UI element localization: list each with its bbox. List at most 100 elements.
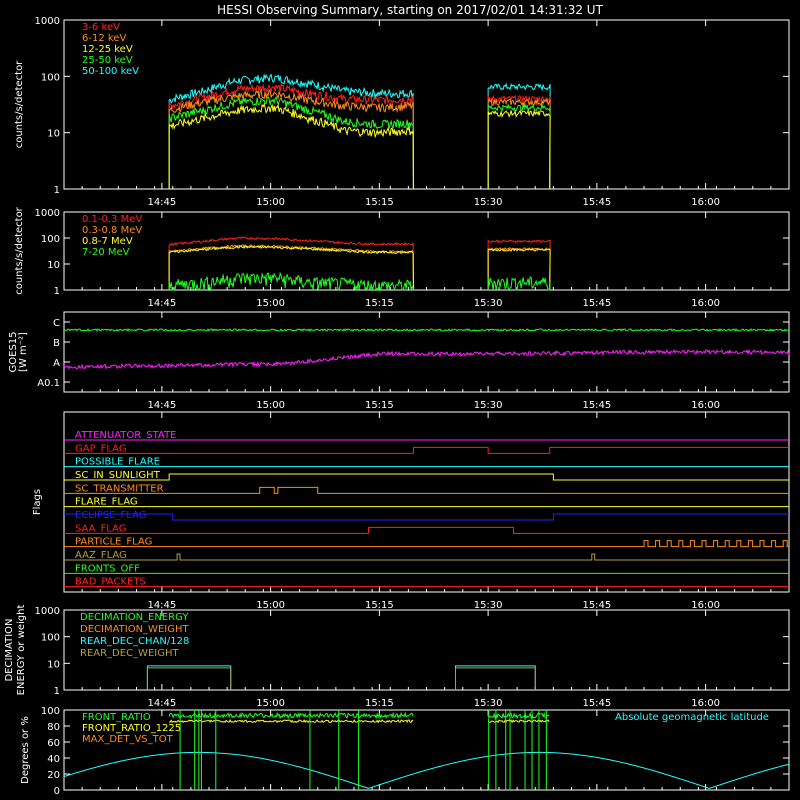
series-line: [168, 271, 414, 292]
flag-label: PARTICLE_FLAG: [75, 537, 152, 548]
decimation-box: [146, 665, 232, 690]
panel-1: 14:45 15:00 15:15 15:30 15:45 16:00 1 10 100 1000…: [14, 206, 790, 309]
x-tick-label: 15:30: [474, 197, 503, 208]
goes-long-line: [63, 328, 790, 333]
panel-2: 14:45 15:00 15:15 15:30 15:45 16:00 A0.1 ABC GOE…: [8, 311, 790, 411]
flag-label: FLARE_FLAG: [75, 497, 138, 508]
x-tick-label: 14:45: [147, 400, 176, 411]
legend-entry: 0.8-7 MeV: [82, 236, 133, 247]
x-tick-label: 15:00: [256, 298, 285, 309]
series-line: [487, 94, 551, 190]
flag-line: [64, 513, 789, 521]
series-line: [487, 103, 551, 190]
flag-label: SAA_FLAG: [75, 523, 126, 534]
panel-3: 14:45 15:00 15:15 15:30 15:45 16:00 Flags ATTEN…: [32, 411, 790, 611]
legend-entry: MAX_DET_VS_TOT: [82, 734, 174, 745]
front-ratio-line: [168, 711, 414, 720]
x-tick-label: 15:45: [582, 600, 611, 611]
y-tick-label: C: [53, 318, 60, 329]
y-tick-label: 100: [41, 234, 60, 245]
legend-entry: REAR_DEC_CHAN/128: [80, 636, 189, 647]
series-line: [168, 102, 414, 190]
series-line: [168, 245, 414, 291]
x-tick-label: 14:45: [147, 600, 176, 611]
series-line: [168, 244, 414, 291]
y-tick-label: 0: [54, 786, 60, 797]
y-tick-label: 1: [54, 185, 60, 196]
flag-label: BAD_PACKETS: [75, 577, 146, 588]
y-tick-label: 1000: [35, 606, 60, 617]
x-tick-label: 15:45: [582, 698, 611, 709]
legend-entry: DECIMATION_ENERGY: [80, 612, 189, 623]
legend-entry: 6-12 keV: [82, 33, 126, 44]
y-axis-label: counts/s/detector: [14, 60, 25, 148]
y-tick-label: 1000: [35, 16, 60, 27]
flag-label: ECLIPSE_FLAG: [75, 510, 146, 521]
flag-label: FRONTS_OFF: [75, 563, 140, 574]
y-tick-label: A0.1: [37, 378, 60, 389]
x-tick-label: 15:15: [365, 698, 394, 709]
x-tick-label: 14:45: [147, 698, 176, 709]
flag-label: SC_IN_SUNLIGHT: [75, 470, 161, 481]
decimation-box: [146, 667, 232, 690]
x-tick-label: 15:45: [582, 400, 611, 411]
x-tick-label: 15:45: [582, 197, 611, 208]
x-tick-label: 15:30: [474, 400, 503, 411]
y-tick-label: 20: [47, 770, 60, 781]
y-tick-label: 10: [47, 129, 60, 140]
series-line: [487, 248, 551, 291]
flag-label: SC_TRANSMITTER: [75, 483, 164, 494]
y-axis-label: Degrees or %: [20, 716, 31, 784]
y-tick-label: 60: [47, 738, 60, 749]
y-tick-label: 80: [47, 722, 60, 733]
series-line: [487, 97, 551, 190]
x-tick-label: 15:30: [474, 298, 503, 309]
y-tick-label: 100: [41, 633, 60, 644]
x-tick-label: 15:30: [474, 600, 503, 611]
x-tick-label: 15:00: [256, 600, 285, 611]
flag-line: [64, 446, 789, 454]
y-tick-label: 100: [41, 706, 60, 717]
x-tick-label: 15:30: [474, 698, 503, 709]
series-line: [168, 236, 414, 291]
series-line: [487, 276, 551, 291]
x-tick-label: 16:00: [691, 698, 720, 709]
flag-label: GAP_FLAG: [75, 443, 127, 454]
front-ratio-1225-line: [487, 719, 550, 724]
y-tick-label: 1000: [35, 208, 60, 219]
legend-entry: FRONT_RATIO_1225: [82, 723, 181, 734]
legend-entry: 12-25 keV: [82, 44, 133, 55]
x-tick-label: 15:00: [256, 400, 285, 411]
y-tick-label: 10: [47, 659, 60, 670]
flag-label: POSSIBLE_FLARE: [75, 457, 160, 468]
flag-line: [64, 553, 789, 561]
y-axis-label: counts/s/detector: [14, 206, 25, 294]
y-axis-label: GOES15: [8, 331, 19, 372]
panel-0: 14:45 15:00 15:15 15:30 15:45 16:00 1 10 100 1000…: [14, 16, 790, 208]
panel-5: 0 20 40 60 80 100 Degrees or % FRONT_RATIOFRONT…: [20, 706, 790, 797]
x-tick-label: 16:00: [691, 600, 720, 611]
y-axis-label: Flags: [32, 489, 43, 515]
front-ratio-1225-line: [169, 718, 414, 724]
y-tick-label: 10: [47, 260, 60, 271]
legend-entry: 0.3-0.8 MeV: [82, 225, 142, 236]
x-tick-label: 15:00: [256, 197, 285, 208]
legend-entry: 7-20 MeV: [82, 247, 130, 258]
x-tick-label: 15:15: [365, 298, 394, 309]
y-axis-label: DECIMATION: [4, 618, 15, 681]
series-line: [487, 82, 551, 190]
x-tick-label: 16:00: [691, 197, 720, 208]
flag-line: [64, 526, 789, 534]
y-tick-label: 40: [47, 754, 60, 765]
legend-entry: 50-100 keV: [82, 66, 139, 77]
flag-line: [64, 540, 789, 548]
front-ratio-line: [487, 711, 550, 720]
x-tick-label: 15:15: [365, 197, 394, 208]
legend-entry: FRONT_RATIO: [82, 712, 151, 723]
flag-label: AAZ_FLAG: [75, 550, 127, 561]
latitude-annotation: Absolute geomagnetic latitude: [615, 712, 769, 723]
y-tick-label: B: [53, 338, 60, 349]
x-tick-label: 15:15: [365, 600, 394, 611]
legend-entry: REAR_DEC_WEIGHT: [80, 648, 179, 659]
